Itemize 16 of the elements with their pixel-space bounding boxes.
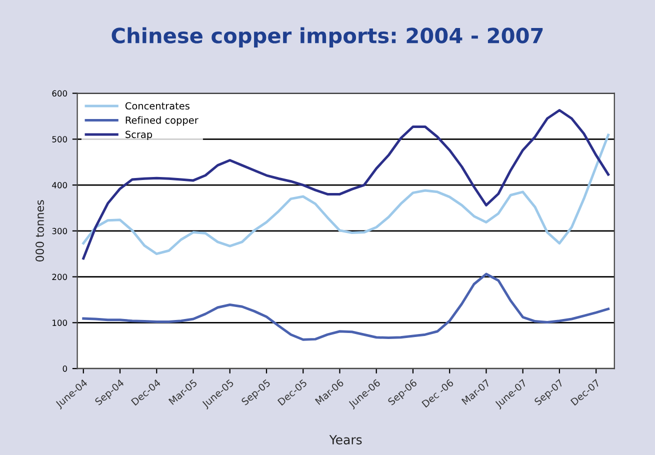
y-axis-title: 000 tonnes (36, 200, 44, 262)
y-tick-label: 600 (52, 90, 68, 97)
y-tick-label: 400 (52, 182, 68, 188)
y-tick-label: 0 (62, 366, 68, 372)
y-tick-label: 200 (52, 274, 68, 280)
y-tick-label: 500 (52, 136, 68, 142)
line-series (82, 109, 610, 260)
legend-label: Refined copper (126, 116, 198, 126)
chart-title: Chinese copper imports: 2004 - 2007 (112, 27, 543, 48)
legend-label: Concentrates (125, 102, 190, 110)
line-series (82, 272, 610, 341)
x-axis-title: Years (329, 435, 362, 444)
y-tick-label: 300 (52, 228, 68, 234)
x-tick-label: Dec -06 (421, 378, 454, 408)
legend-label: Scrap (126, 130, 152, 140)
y-tick-label: 100 (52, 320, 68, 326)
